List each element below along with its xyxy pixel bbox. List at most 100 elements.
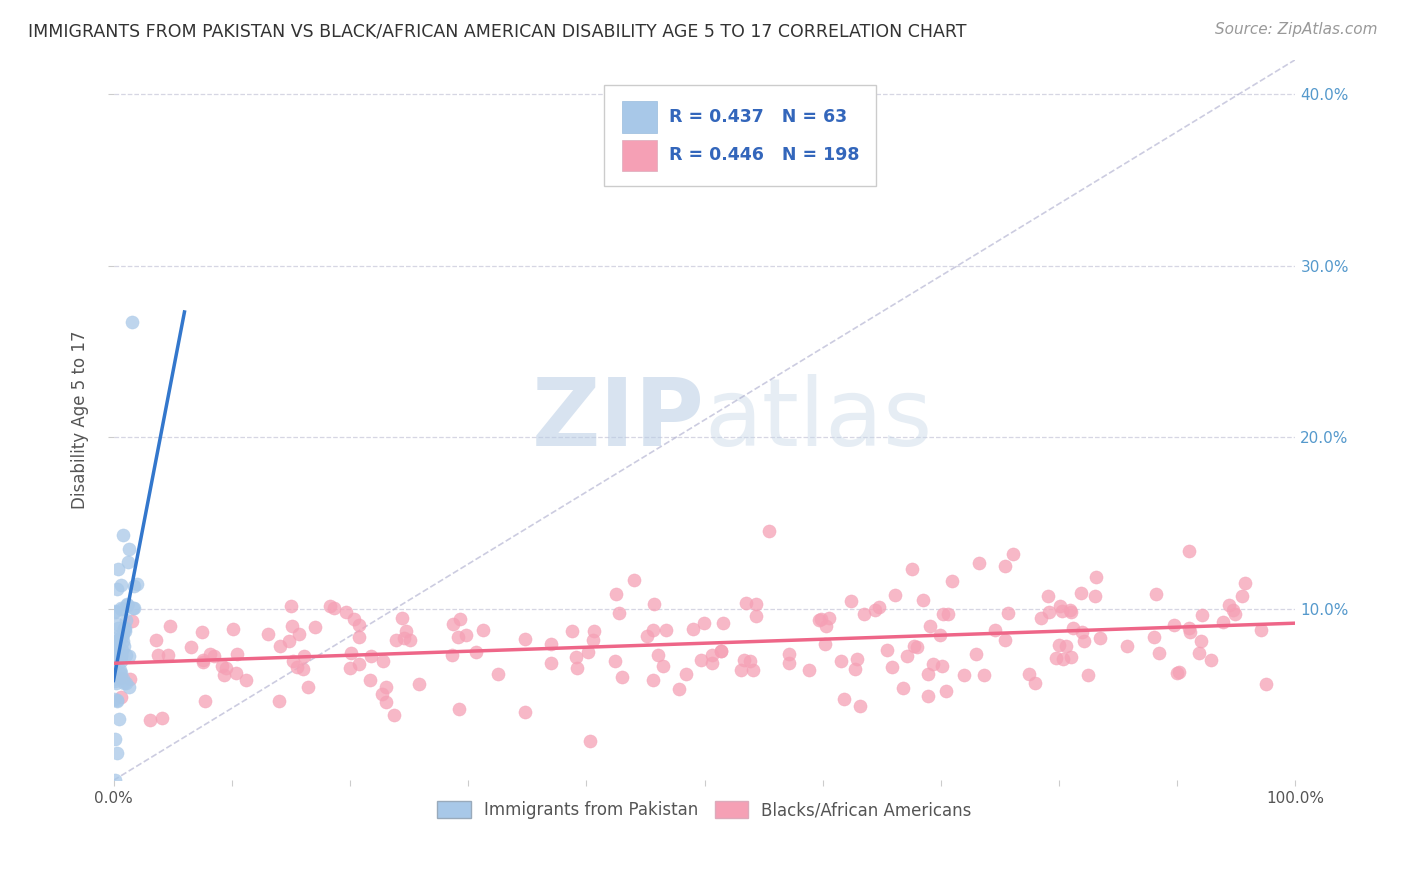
Point	[853, 607, 876, 621]
Point	[583, 624, 606, 638]
Point	[441, 617, 464, 632]
Point	[105, 630, 128, 644]
Point	[643, 597, 665, 611]
Point	[121, 614, 143, 628]
Point	[180, 640, 202, 655]
Point	[105, 650, 128, 665]
Point	[319, 599, 342, 614]
Point	[1084, 589, 1107, 603]
Point	[110, 671, 132, 685]
Point	[288, 627, 311, 641]
Point	[1088, 631, 1111, 645]
Text: R = 0.446   N = 198: R = 0.446 N = 198	[669, 146, 859, 164]
FancyBboxPatch shape	[605, 85, 876, 186]
Point	[395, 624, 418, 638]
Point	[868, 600, 890, 615]
Point	[807, 613, 830, 627]
Point	[641, 673, 664, 687]
Point	[1052, 652, 1074, 666]
Point	[280, 599, 302, 614]
Point	[339, 661, 361, 675]
Point	[849, 699, 872, 714]
Point	[374, 680, 396, 694]
Point	[1038, 605, 1060, 619]
Point	[114, 613, 136, 627]
Point	[105, 693, 128, 707]
Point	[576, 645, 599, 659]
Point	[373, 654, 395, 668]
Point	[226, 647, 249, 661]
Point	[114, 621, 136, 635]
Point	[145, 633, 167, 648]
Point	[110, 577, 132, 591]
Point	[269, 639, 291, 653]
Point	[471, 623, 494, 637]
Point	[710, 644, 733, 658]
Point	[652, 659, 675, 673]
Point	[105, 617, 128, 632]
Point	[610, 670, 633, 684]
Point	[689, 653, 711, 667]
Point	[1071, 625, 1094, 640]
Point	[408, 677, 430, 691]
Point	[936, 607, 959, 621]
Point	[883, 589, 905, 603]
Point	[565, 661, 588, 675]
Point	[1178, 625, 1201, 640]
Point	[118, 541, 141, 556]
Point	[832, 692, 855, 706]
Point	[1045, 651, 1067, 665]
Point	[1047, 638, 1070, 652]
Point	[124, 600, 146, 615]
Point	[917, 666, 939, 681]
Point	[941, 574, 963, 588]
Point	[139, 713, 162, 727]
Point	[1147, 646, 1170, 660]
Point	[733, 653, 755, 667]
Point	[447, 630, 470, 644]
Point	[110, 648, 132, 662]
Point	[225, 665, 247, 680]
Point	[921, 657, 943, 672]
Point	[103, 661, 125, 675]
Point	[738, 654, 761, 668]
Point	[882, 660, 904, 674]
Point	[742, 663, 765, 677]
Point	[105, 645, 128, 659]
Point	[1189, 633, 1212, 648]
Point	[117, 555, 139, 569]
Point	[745, 597, 768, 611]
Point	[384, 632, 406, 647]
Point	[778, 647, 800, 661]
Point	[1199, 653, 1222, 667]
Point	[1060, 605, 1083, 619]
Point	[1167, 665, 1189, 680]
Point	[1073, 633, 1095, 648]
Point	[340, 646, 363, 660]
Point	[997, 606, 1019, 620]
Point	[1024, 676, 1046, 690]
Point	[682, 622, 704, 636]
Point	[349, 618, 371, 632]
Point	[359, 673, 381, 687]
Point	[111, 527, 134, 541]
Point	[513, 705, 536, 719]
Point	[107, 637, 129, 651]
Point	[104, 674, 127, 689]
Point	[1062, 621, 1084, 635]
Point	[122, 600, 145, 615]
Point	[928, 628, 950, 642]
Point	[107, 562, 129, 576]
Point	[193, 652, 215, 666]
Point	[115, 675, 138, 690]
Text: R = 0.437   N = 63: R = 0.437 N = 63	[669, 108, 848, 127]
Point	[111, 672, 134, 686]
Point	[111, 626, 134, 640]
Point	[1059, 603, 1081, 617]
Point	[1256, 677, 1278, 691]
Y-axis label: Disability Age 5 to 17: Disability Age 5 to 17	[72, 331, 89, 509]
Point	[605, 587, 627, 601]
Point	[297, 680, 319, 694]
Point	[1163, 618, 1185, 632]
Point	[1070, 586, 1092, 600]
